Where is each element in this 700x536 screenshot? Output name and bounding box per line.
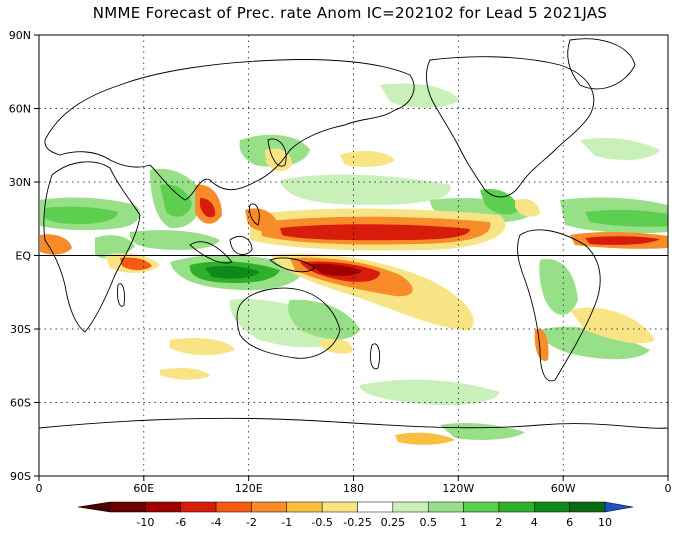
colorbar: -10 -6 -4 -2 -1 -0.5 -0.25 0.25 0.5 1 2 4 6 10: [77, 501, 634, 529]
dry-region-east-atlantic-core: [585, 236, 660, 245]
dry-region-sw-pacific-dark: [310, 263, 362, 276]
colorbar-swatch: [357, 501, 394, 513]
colorbar-label: 2: [495, 516, 502, 529]
wet-region-southern-ocean: [359, 379, 500, 405]
lon-label-60e: 60E: [133, 482, 154, 495]
colorbar-swatch: [392, 501, 429, 513]
colorbar-label: -10: [136, 516, 154, 529]
colorbar-label: -4: [211, 516, 222, 529]
colorbar-label: 1: [460, 516, 467, 529]
colorbar-left-arrow: [77, 501, 111, 513]
lon-label-60w: 60W: [551, 482, 576, 495]
coast-south-america: [517, 229, 601, 382]
colorbar-label: 4: [531, 516, 538, 529]
map-title: NMME Forecast of Prec. rate Anom IC=2021…: [92, 4, 608, 22]
colorbar-swatch: [180, 501, 217, 513]
colorbar-swatch: [145, 501, 181, 513]
colorbar-swatch: [534, 501, 570, 513]
coast-antarctica: [39, 417, 668, 429]
tick-marks: [34, 34, 669, 481]
lat-label-eq: EQ: [15, 250, 31, 263]
dry-region-north-pacific: [340, 150, 395, 167]
dry-region-antarctic: [395, 432, 455, 445]
colorbar-label: 0.5: [419, 516, 437, 529]
coast-australia: [236, 287, 341, 359]
colorbar-swatch: [427, 501, 464, 513]
wet-region-central-america: [480, 189, 520, 215]
colorbar-label: -0.5: [311, 516, 332, 529]
lon-label-180: 180: [343, 482, 364, 495]
dry-region-south-pacific-mid: [320, 338, 353, 354]
wet-region-atlantic-core: [585, 209, 668, 227]
coast-new-zealand: [369, 343, 381, 370]
coast-borneo: [229, 236, 253, 256]
colorbar-right-arrow: [604, 501, 634, 513]
coastlines: [39, 38, 668, 429]
coast-sumatra: [189, 241, 233, 264]
wet-region-north-pacific: [280, 174, 451, 205]
dry-region-indochina-core: [200, 198, 216, 218]
coast-philippines: [249, 203, 260, 226]
lon-label-120w: 120W: [442, 482, 474, 495]
colorbar-label: -1: [281, 516, 292, 529]
colorbar-swatch: [498, 501, 535, 513]
colorbar-swatch: [569, 501, 606, 513]
wet-region-antarctic-coast: [440, 422, 525, 440]
wet-region-india-core: [160, 184, 192, 217]
colorbar-label: 6: [566, 516, 573, 529]
lat-label-90s: 90S: [10, 470, 31, 483]
dry-region-south-atlantic: [570, 307, 655, 344]
colorbar-label: -6: [175, 516, 186, 529]
dry-region-indian-south: [170, 338, 235, 356]
colorbar-swatch: [321, 501, 358, 513]
dry-region-west-africa: [40, 234, 72, 255]
wet-region-spcz: [288, 299, 360, 340]
wet-region-maritime-dark: [205, 265, 260, 279]
wet-region-east-africa: [95, 235, 135, 259]
lat-label-60n: 60N: [9, 103, 31, 116]
dry-region-philippines: [245, 208, 278, 232]
colorbar-swatch: [109, 501, 146, 513]
colorbar-label: 10: [598, 516, 612, 529]
lat-label-60s: 60S: [10, 397, 31, 410]
lon-label-0-left: 0: [36, 482, 43, 495]
lon-label-0-right: 0: [665, 482, 672, 495]
anomaly-field: [40, 83, 668, 445]
dry-region-pacific-itcz-core: [280, 224, 470, 241]
wet-region-arctic: [380, 83, 460, 108]
wet-region-sahel-core: [44, 206, 118, 224]
lon-label-120e: 120E: [235, 482, 263, 495]
wet-region-eq-indian: [129, 230, 220, 250]
colorbar-swatch: [215, 501, 252, 513]
coast-madagascar: [117, 283, 125, 307]
colorbar-swatch: [251, 501, 288, 513]
lat-label-90n: 90N: [9, 29, 31, 42]
dry-region-southern-indian: [160, 368, 210, 380]
colorbar-label: -0.25: [343, 516, 371, 529]
coast-greenland: [567, 38, 636, 90]
lat-label-30s: 30S: [10, 323, 31, 336]
dry-region-japan: [265, 148, 292, 172]
dry-region-chile: [534, 329, 549, 361]
wet-region-south-atlantic: [539, 326, 650, 360]
colorbar-label: 0.25: [381, 516, 406, 529]
lat-label-30n: 30N: [9, 176, 31, 189]
wet-region-north-atlantic: [580, 138, 660, 160]
coast-eurasia: [44, 59, 415, 201]
dry-region-caribbean: [515, 198, 540, 217]
colorbar-label: -2: [246, 516, 257, 529]
coast-africa: [43, 161, 141, 333]
wet-region-south-america: [539, 259, 578, 315]
coast-japan: [267, 138, 287, 167]
coast-new-guinea: [269, 257, 316, 273]
colorbar-swatch: [463, 501, 500, 513]
colorbar-swatch: [286, 501, 323, 513]
coast-north-america: [426, 56, 595, 198]
